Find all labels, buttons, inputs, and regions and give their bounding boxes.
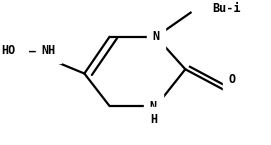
Text: Bu-i: Bu-i	[212, 2, 241, 15]
Text: H: H	[150, 113, 157, 126]
Text: O: O	[228, 73, 235, 86]
Text: N: N	[150, 100, 157, 113]
Text: —: —	[29, 44, 36, 57]
Text: HO: HO	[2, 44, 16, 57]
Text: NH: NH	[41, 44, 56, 57]
Text: N: N	[153, 30, 160, 43]
